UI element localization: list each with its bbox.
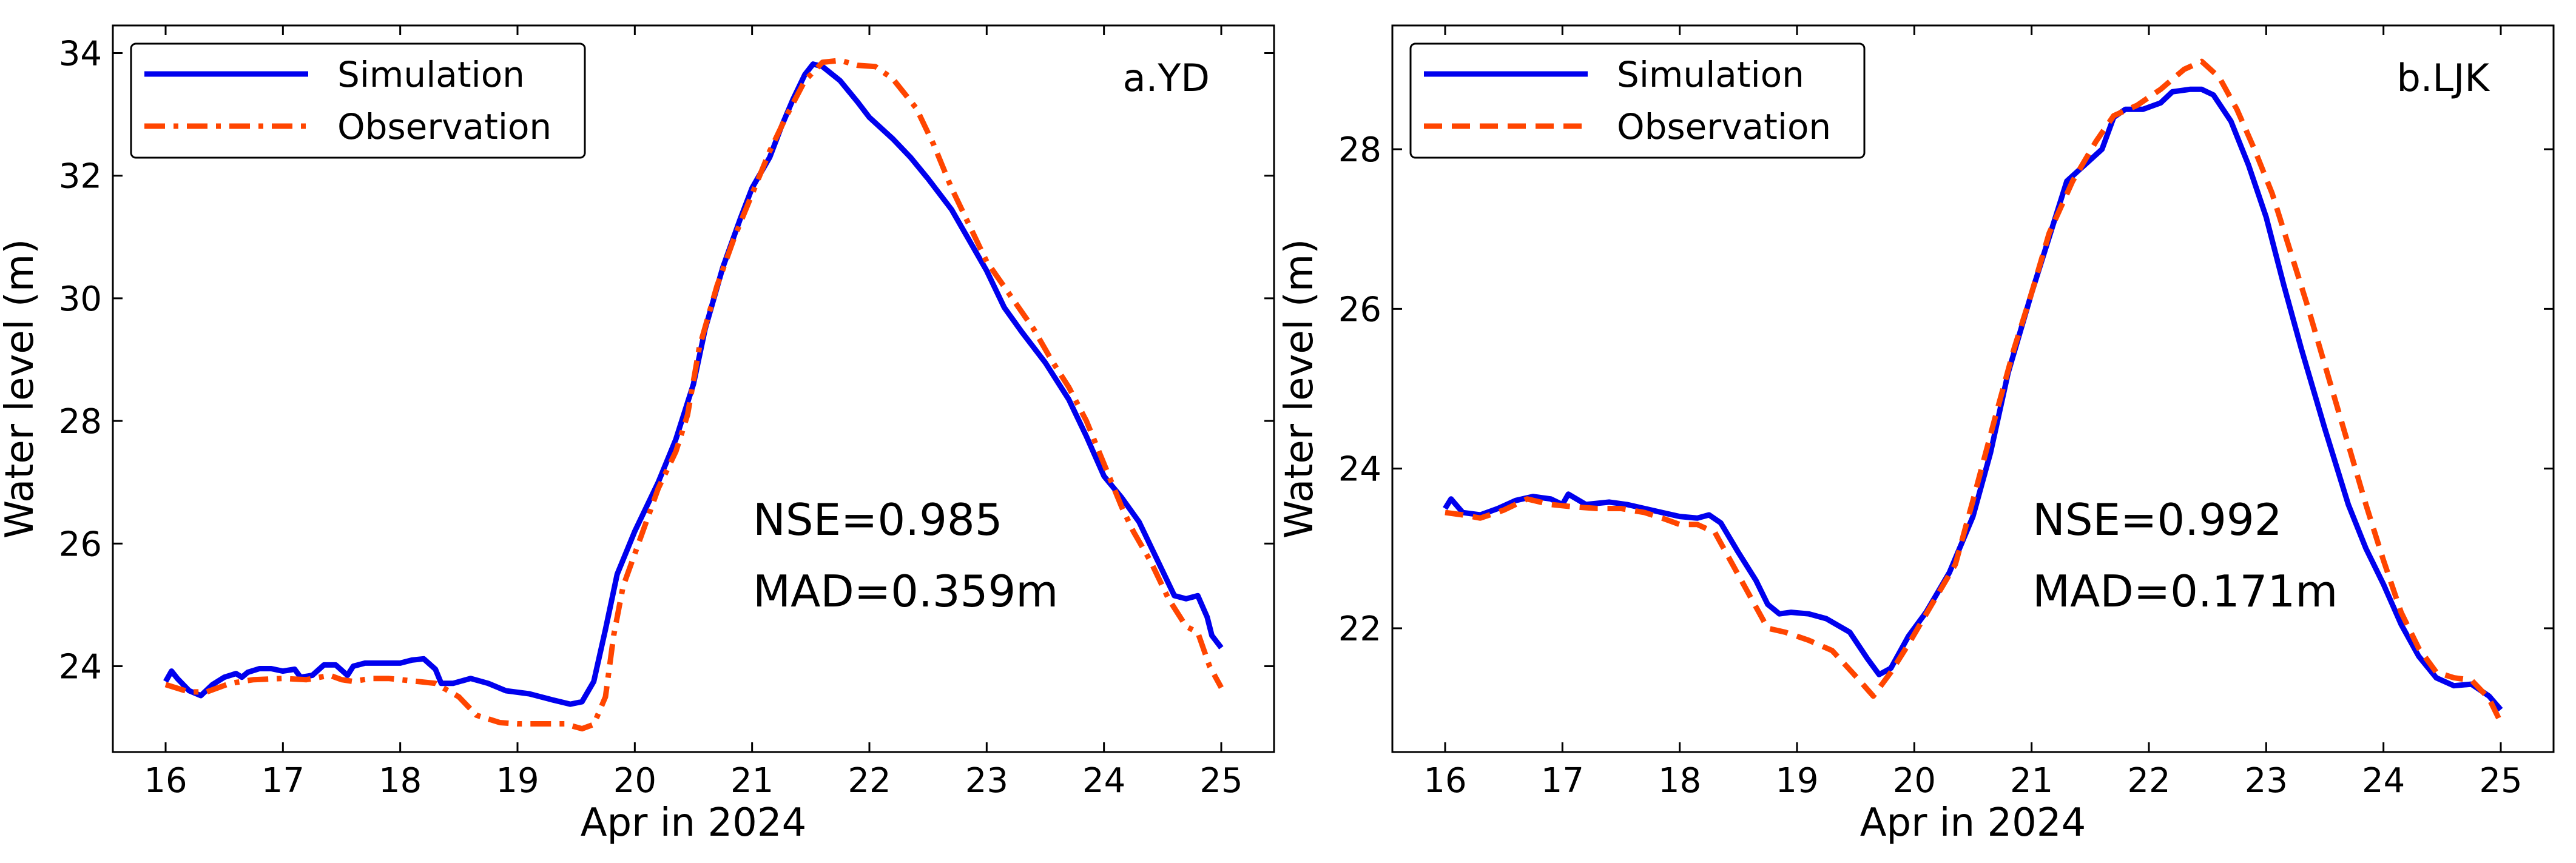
x-tick-label: 16 — [1423, 761, 1466, 801]
x-tick-label: 20 — [613, 761, 656, 801]
x-tick-label: 22 — [848, 761, 891, 801]
y-tick-label: 32 — [59, 157, 102, 196]
x-tick-label: 18 — [379, 761, 422, 801]
x-tick-label: 19 — [496, 761, 539, 801]
x-tick-label: 24 — [1082, 761, 1125, 801]
stat-annotation: MAD=0.171m — [2032, 566, 2338, 617]
x-tick-label: 21 — [730, 761, 774, 801]
x-tick-label: 22 — [2127, 761, 2170, 801]
x-axis-title: Apr in 2024 — [581, 801, 807, 845]
y-tick-label: 34 — [59, 34, 102, 73]
x-axis-title: Apr in 2024 — [1860, 801, 2086, 845]
stat-annotation: NSE=0.992 — [2032, 494, 2282, 545]
x-tick-label: 18 — [1658, 761, 1701, 801]
series-line-observation — [164, 58, 1224, 732]
x-tick-label: 21 — [2010, 761, 2053, 801]
y-tick-label: 30 — [59, 280, 102, 319]
y-tick-label: 24 — [1338, 450, 1381, 489]
panel-label: a.YD — [1123, 56, 1210, 100]
x-tick-label: 20 — [1893, 761, 1936, 801]
x-tick-label: 23 — [965, 761, 1008, 801]
y-tick-label: 28 — [59, 402, 102, 442]
plot-frame — [1391, 24, 2555, 753]
series-line-observation — [1445, 58, 2504, 724]
x-tick-label: 25 — [1199, 761, 1242, 801]
x-tick-label: 23 — [2245, 761, 2288, 801]
y-tick-label: 24 — [59, 647, 102, 687]
x-tick-label: 17 — [1541, 761, 1584, 801]
panel-label: b.LJK — [2396, 56, 2490, 100]
x-tick-label: 16 — [144, 761, 187, 801]
legend-label: Observation — [1617, 106, 1831, 147]
y-tick-label: 26 — [59, 525, 102, 564]
chart-panel-a: 16 17 18 19 20 21 22 23 24 25 24 26 28 30 32 34 Apr in 2… — [0, 24, 1275, 845]
stat-annotation: MAD=0.359m — [753, 566, 1058, 617]
y-tick-label: 28 — [1338, 130, 1381, 170]
y-axis-title: Water level (m) — [0, 239, 42, 539]
x-tick-label: 24 — [2362, 761, 2405, 801]
series-line-simulation — [1443, 86, 2503, 712]
y-axis-title: Water level (m) — [1277, 239, 1322, 539]
y-tick-label: 22 — [1338, 609, 1381, 649]
stat-annotation: NSE=0.985 — [753, 494, 1003, 545]
y-tick-label: 26 — [1338, 290, 1381, 329]
chart-panel-b: 16 17 18 19 20 21 22 23 24 25 22 24 26 28 Apr in 2024 W… — [1277, 24, 2555, 845]
legend-label: Simulation — [337, 54, 525, 95]
x-tick-label: 25 — [2479, 761, 2522, 801]
legend-label: Observation — [337, 106, 551, 147]
x-tick-label: 19 — [1775, 761, 1818, 801]
legend-label: Simulation — [1617, 54, 1804, 95]
x-tick-label: 17 — [261, 761, 305, 801]
series-line-simulation — [163, 61, 1224, 707]
plot-frame — [112, 24, 1275, 753]
